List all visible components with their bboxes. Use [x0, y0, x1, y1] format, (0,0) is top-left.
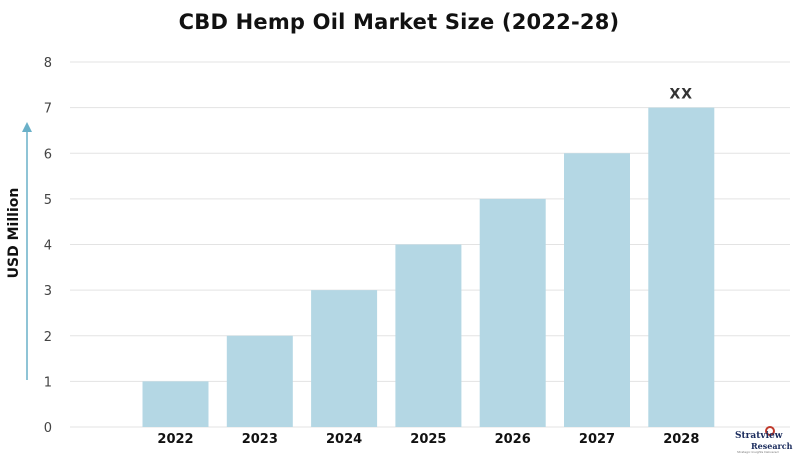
- y-axis-arrow-head: [22, 122, 32, 132]
- logo-target-icon: [765, 426, 775, 436]
- y-tick-label: 2: [44, 330, 52, 345]
- y-tick-label: 8: [44, 56, 52, 71]
- bar-2024: [311, 290, 378, 427]
- chart-title: CBD Hemp Oil Market Size (2022-28): [178, 10, 620, 34]
- bar-2022: [142, 381, 209, 427]
- y-tick-label: 1: [44, 375, 52, 390]
- y-tick-label: 7: [44, 102, 52, 117]
- data-label: XX: [670, 87, 694, 103]
- y-tick-label: 3: [44, 284, 52, 299]
- logo-tagline: Strategic Insights Delivered: [737, 450, 779, 454]
- x-tick-label: 2024: [326, 432, 362, 447]
- bar-2026: [479, 198, 546, 427]
- y-tick-label: 0: [44, 421, 52, 436]
- logo-sub-text: Research: [751, 441, 793, 451]
- x-tick-label: 2022: [157, 432, 193, 447]
- x-tick-label: 2026: [495, 432, 531, 447]
- x-tick-label: 2025: [410, 432, 446, 447]
- bar-2023: [226, 335, 293, 427]
- y-tick-label: 4: [44, 239, 52, 254]
- x-tick-label: 2023: [242, 432, 278, 447]
- stratview-logo: Stratview Research Strategic Insights De…: [735, 426, 793, 456]
- logo-main-text: Stratview: [735, 431, 783, 441]
- bar-2027: [564, 153, 630, 427]
- x-tick-label: 2028: [663, 432, 699, 447]
- y-tick-label: 6: [44, 147, 52, 162]
- bar-2028: [648, 107, 715, 427]
- y-tick-label: 5: [44, 193, 52, 208]
- x-tick-label: 2027: [579, 432, 615, 447]
- bar-2025: [395, 244, 462, 427]
